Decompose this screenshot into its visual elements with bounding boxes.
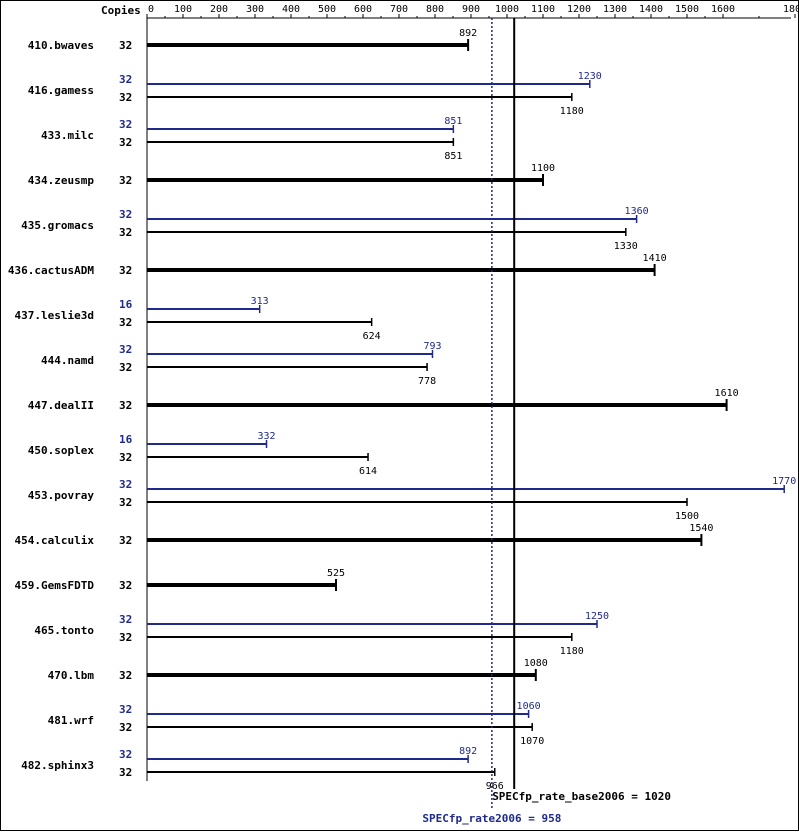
benchmark-name: 453.povray: [28, 489, 95, 502]
x-tick-label: 600: [354, 4, 372, 15]
benchmark-name: 470.lbm: [48, 669, 95, 682]
x-tick-label: 1600: [711, 4, 735, 15]
peak-copies: 32: [119, 118, 132, 131]
x-tick-label: 400: [282, 4, 300, 15]
peak-value-label: 892: [459, 746, 477, 757]
peak-copies: 32: [119, 73, 132, 86]
base-value-label: 1080: [524, 658, 548, 669]
x-tick-label: 500: [318, 4, 336, 15]
base-value-label: 1100: [531, 163, 555, 174]
benchmark-name: 444.namd: [41, 354, 94, 367]
x-tick-label: 1300: [603, 4, 627, 15]
x-tick-label: 300: [246, 4, 264, 15]
peak-value-label: 1770: [772, 476, 796, 487]
base-copies: 32: [119, 721, 132, 734]
peak-value-label: 313: [251, 296, 269, 307]
base-copies: 32: [119, 766, 132, 779]
base-value-label: 1410: [643, 253, 667, 264]
peak-value-label: 1360: [625, 206, 649, 217]
base-copies: 32: [119, 264, 132, 277]
base-copies: 32: [119, 136, 132, 149]
base-value-label: 1070: [520, 736, 544, 747]
peak-copies: 16: [119, 433, 133, 446]
base-copies: 32: [119, 451, 132, 464]
benchmark-name: 450.soplex: [28, 444, 95, 457]
benchmark-name: 433.milc: [41, 129, 94, 142]
benchmark-name: 447.dealII: [28, 399, 94, 412]
peak-copies: 16: [119, 298, 133, 311]
x-tick-label: 1500: [675, 4, 699, 15]
base-value-label: 778: [418, 376, 436, 387]
benchmark-name: 459.GemsFDTD: [15, 579, 95, 592]
base-value-label: 1610: [715, 388, 739, 399]
base-copies: 32: [119, 496, 132, 509]
base-copies: 32: [119, 226, 132, 239]
benchmark-name: 481.wrf: [48, 714, 94, 727]
x-tick-label: 800: [426, 4, 444, 15]
base-value-label: 624: [363, 331, 381, 342]
x-tick-label: 1200: [567, 4, 591, 15]
base-copies: 32: [119, 39, 132, 52]
base-value-label: 1500: [675, 511, 699, 522]
peak-copies: 32: [119, 343, 132, 356]
x-tick-label: 0: [148, 4, 154, 15]
peak-copies: 32: [119, 703, 132, 716]
base-copies: 32: [119, 579, 132, 592]
peak-reference-label: SPECfp_rate2006 = 958: [422, 812, 561, 825]
base-copies: 32: [119, 91, 132, 104]
base-copies: 32: [119, 534, 132, 547]
benchmark-name: 416.gamess: [28, 84, 94, 97]
x-tick-label: 700: [390, 4, 408, 15]
base-value-label: 851: [444, 151, 462, 162]
benchmark-name: 482.sphinx3: [21, 759, 94, 772]
peak-value-label: 1250: [585, 611, 609, 622]
base-copies: 32: [119, 631, 132, 644]
peak-value-label: 332: [257, 431, 275, 442]
peak-copies: 32: [119, 748, 132, 761]
peak-value-label: 793: [423, 341, 441, 352]
base-value-label: 525: [327, 568, 345, 579]
x-tick-label: 900: [462, 4, 480, 15]
peak-value-label: 1230: [578, 71, 602, 82]
benchmark-name: 454.calculix: [15, 534, 95, 547]
x-tick-label: 1100: [531, 4, 555, 15]
base-value-label: 1180: [560, 646, 584, 657]
benchmark-name: 435.gromacs: [21, 219, 94, 232]
base-value-label: 892: [459, 28, 477, 39]
x-tick-label: 1000: [495, 4, 519, 15]
base-value-label: 1180: [560, 106, 584, 117]
x-tick-label: 1400: [639, 4, 663, 15]
base-reference-label: SPECfp_rate_base2006 = 1020: [492, 790, 671, 803]
peak-copies: 32: [119, 208, 132, 221]
peak-copies: 32: [119, 613, 132, 626]
base-value-label: 1540: [689, 523, 713, 534]
peak-value-label: 1060: [517, 701, 541, 712]
benchmark-name: 436.cactusADM: [8, 264, 94, 277]
base-value-label: 614: [359, 466, 377, 477]
base-value-label: 966: [486, 781, 504, 792]
benchmark-name: 465.tonto: [34, 624, 94, 637]
x-tick-label: 100: [174, 4, 192, 15]
benchmark-name: 410.bwaves: [28, 39, 94, 52]
x-tick-label: 200: [210, 4, 228, 15]
copies-header: Copies: [101, 4, 141, 17]
peak-value-label: 851: [444, 116, 462, 127]
benchmark-name: 437.leslie3d: [15, 309, 94, 322]
benchmark-name: 434.zeusmp: [28, 174, 95, 187]
base-copies: 32: [119, 399, 132, 412]
base-value-label: 1330: [614, 241, 638, 252]
base-copies: 32: [119, 361, 132, 374]
base-copies: 32: [119, 669, 132, 682]
x-tick-label: 1800: [783, 4, 798, 15]
peak-copies: 32: [119, 478, 132, 491]
base-copies: 32: [119, 316, 132, 329]
base-copies: 32: [119, 174, 132, 187]
